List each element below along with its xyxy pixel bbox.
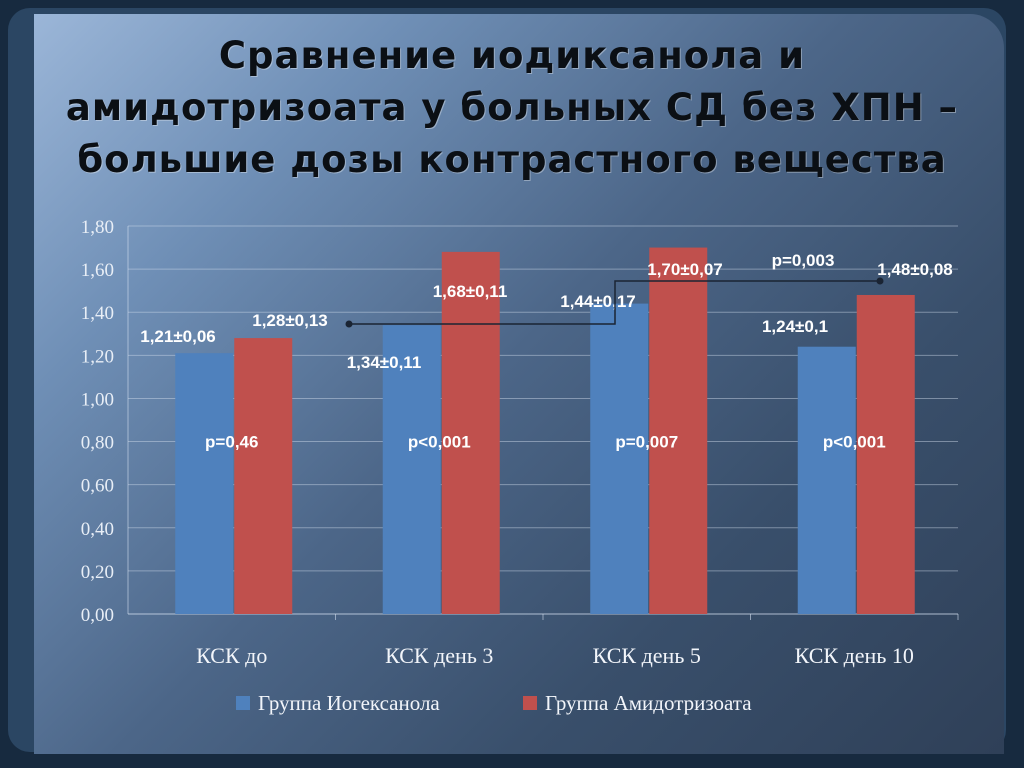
bar-iohexol <box>382 325 441 614</box>
y-tick-label: 0,40 <box>81 519 114 540</box>
legend-label: Группа Амидотризоата <box>545 691 752 715</box>
legend-swatch <box>523 696 537 710</box>
y-tick-label: 0,60 <box>81 476 114 497</box>
bar-amidotrizoate <box>649 247 708 615</box>
x-tick-label: КСК день 5 <box>593 643 701 668</box>
data-label: 1,28±0,13 <box>252 311 328 330</box>
bar-amidotrizoate <box>441 251 500 614</box>
y-tick-label: 1,80 <box>81 217 114 238</box>
slide-title: Сравнение иодиксанола и амидотризоата у … <box>0 30 1024 186</box>
data-label: 1,34±0,11 <box>347 353 422 372</box>
y-tick-label: 1,00 <box>81 389 114 410</box>
title-line-1: Сравнение иодиксанола и <box>218 34 806 77</box>
y-tick-label: 1,40 <box>81 303 114 324</box>
bar-iohexol <box>175 353 234 614</box>
bar-iohexol <box>590 303 649 614</box>
data-label: 1,24±0,1 <box>762 317 828 336</box>
y-tick-label: 0,80 <box>81 433 114 454</box>
x-tick-label: КСК день 10 <box>795 643 914 668</box>
title-line-3: большие дозы контрастного вещества <box>77 138 947 181</box>
p-value-label: p=0,007 <box>615 433 678 452</box>
p-value-label: p=0,46 <box>205 433 258 452</box>
y-tick-label: 1,20 <box>81 346 114 367</box>
bar-iohexol <box>797 346 856 614</box>
x-tick-label: КСК день 3 <box>385 643 493 668</box>
data-label: 1,48±0,08 <box>877 260 953 279</box>
bar-amidotrizoate <box>856 294 915 614</box>
bar-amidotrizoate <box>234 338 293 614</box>
bracket-endpoint <box>345 320 353 328</box>
bracket-p-value: p=0,003 <box>772 251 835 270</box>
x-tick-label: КСК до <box>196 643 267 668</box>
y-tick-label: 0,20 <box>81 562 114 583</box>
data-label: 1,70±0,07 <box>647 260 723 279</box>
comparison-bracket <box>349 280 880 325</box>
bracket-endpoint <box>876 277 884 285</box>
data-label: 1,68±0,11 <box>433 282 508 301</box>
data-label: 1,44±0,17 <box>560 292 636 311</box>
p-value-label: p<0,001 <box>408 433 471 452</box>
title-line-2: амидотризоата у больных СД без ХПН – <box>65 86 959 129</box>
legend-swatch <box>236 696 250 710</box>
data-label: 1,21±0,06 <box>140 327 216 346</box>
y-tick-label: 0,00 <box>81 605 114 626</box>
legend-label: Группа Иогексанола <box>258 691 440 715</box>
p-value-label: p<0,001 <box>823 433 886 452</box>
y-tick-label: 1,60 <box>81 260 114 281</box>
